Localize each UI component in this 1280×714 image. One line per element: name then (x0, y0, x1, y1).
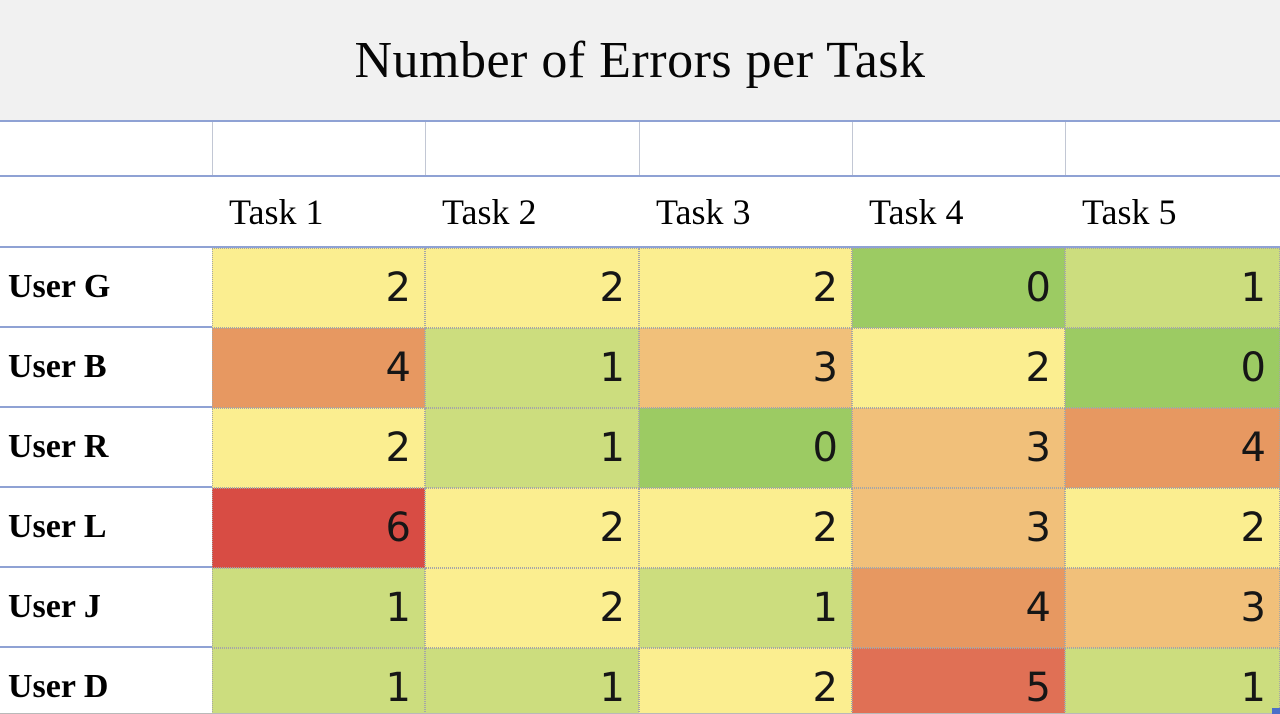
column-header-task-2[interactable]: Task 2 (442, 191, 537, 232)
heat-cell[interactable]: 2 (212, 248, 425, 328)
heat-cell[interactable]: 1 (639, 568, 852, 648)
chart-title-cell[interactable]: Number of Errors per Task (0, 0, 1280, 122)
header-row: Task 1 Task 2 Task 3 Task 4 Task 5 (0, 177, 1280, 248)
row-label[interactable]: User R (0, 408, 212, 488)
heat-cell[interactable]: 3 (852, 488, 1065, 568)
header-corner-cell[interactable] (0, 177, 212, 246)
heat-cell[interactable]: 2 (639, 248, 852, 328)
heat-cell[interactable]: 1 (425, 648, 639, 714)
heat-cell[interactable]: 2 (425, 248, 639, 328)
heat-cell[interactable]: 2 (852, 328, 1065, 408)
chart-title: Number of Errors per Task (354, 31, 926, 89)
empty-cell[interactable] (639, 122, 852, 175)
column-header-task-3[interactable]: Task 3 (656, 191, 751, 232)
heat-cell[interactable]: 0 (639, 408, 852, 488)
heat-cell[interactable]: 1 (212, 568, 425, 648)
heat-cell[interactable]: 5 (852, 648, 1065, 714)
heat-cell[interactable]: 4 (212, 328, 425, 408)
heat-cell[interactable]: 6 (212, 488, 425, 568)
heat-cell[interactable]: 1 (425, 328, 639, 408)
row-label[interactable]: User D (0, 648, 212, 714)
heat-cell[interactable]: 4 (1065, 408, 1280, 488)
heat-cell[interactable]: 2 (1065, 488, 1280, 568)
row-label[interactable]: User B (0, 328, 212, 408)
heat-cell[interactable]: 2 (639, 648, 852, 714)
heat-cell[interactable]: 1 (1065, 248, 1280, 328)
heat-cell[interactable]: 3 (852, 408, 1065, 488)
row-label[interactable]: User L (0, 488, 212, 568)
column-header-task-1[interactable]: Task 1 (229, 191, 324, 232)
selection-drag-handle[interactable] (1272, 708, 1280, 714)
heat-cell[interactable]: 2 (212, 408, 425, 488)
heat-cell[interactable]: 4 (852, 568, 1065, 648)
heat-cell[interactable]: 3 (639, 328, 852, 408)
empty-cell[interactable] (212, 122, 425, 175)
heat-cell[interactable]: 3 (1065, 568, 1280, 648)
column-header-task-4[interactable]: Task 4 (869, 191, 964, 232)
heat-cell[interactable]: 2 (639, 488, 852, 568)
empty-row[interactable] (0, 122, 1280, 177)
heat-cell[interactable]: 1 (425, 408, 639, 488)
row-label[interactable]: User J (0, 568, 212, 648)
row-label[interactable]: User G (0, 248, 212, 328)
heat-cell[interactable]: 2 (425, 568, 639, 648)
empty-cell[interactable] (0, 122, 212, 175)
heat-cell[interactable]: 1 (212, 648, 425, 714)
heat-cell[interactable]: 1 (1065, 648, 1280, 714)
empty-cell[interactable] (852, 122, 1065, 175)
empty-cell[interactable] (1065, 122, 1280, 175)
heat-cell[interactable]: 0 (852, 248, 1065, 328)
empty-cell[interactable] (425, 122, 639, 175)
heat-cell[interactable]: 0 (1065, 328, 1280, 408)
column-header-task-5[interactable]: Task 5 (1082, 191, 1177, 232)
heat-cell[interactable]: 2 (425, 488, 639, 568)
